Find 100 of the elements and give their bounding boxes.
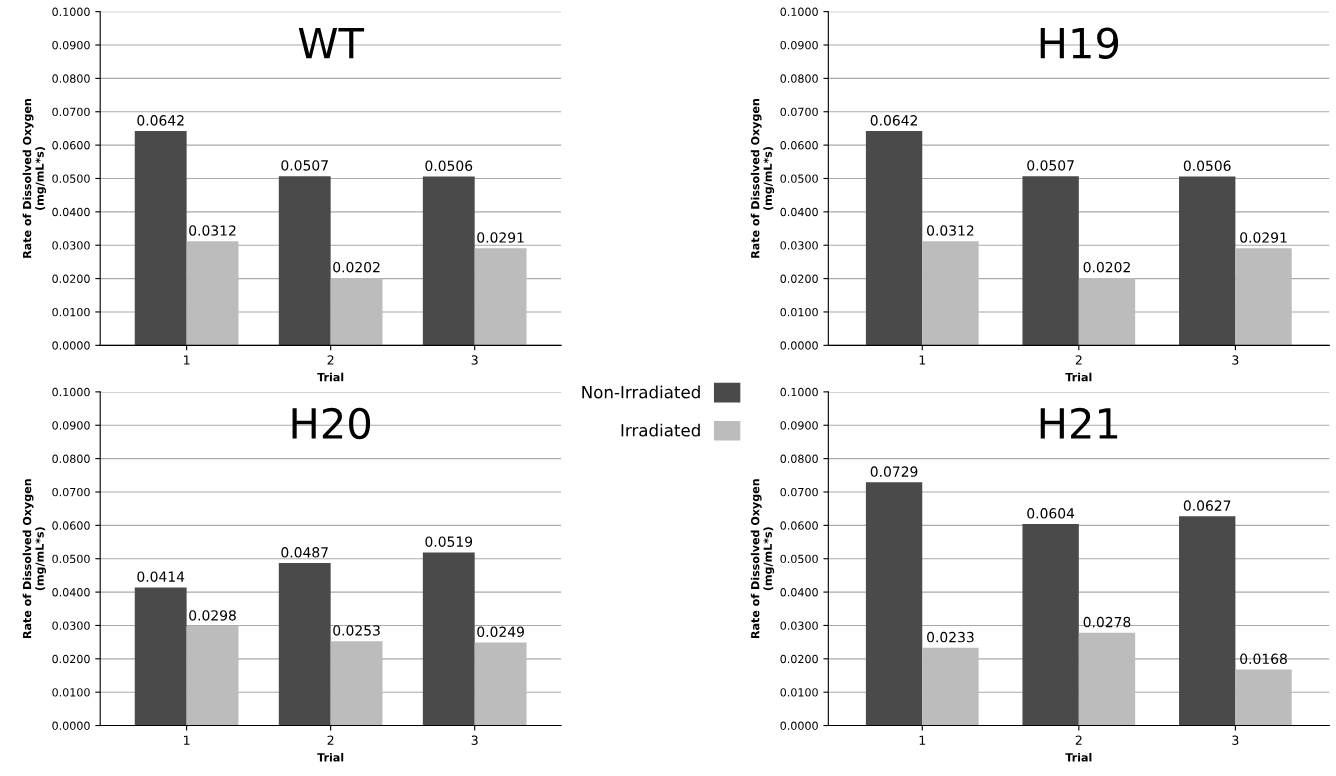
bar	[1078, 277, 1136, 346]
y-tick-label: 0.1000	[52, 387, 90, 397]
y-tick-label: 0.0900	[780, 40, 818, 50]
y-tick-label: 0.0700	[52, 487, 90, 497]
bar	[278, 563, 331, 726]
data-label: 0.0168	[1240, 653, 1287, 665]
y-tick-label: 0.0500	[52, 174, 90, 183]
bar	[422, 552, 475, 726]
y-tick-label: 0.0000	[780, 721, 818, 730]
y-tick-label: 0.0500	[780, 174, 818, 183]
bar	[1235, 248, 1292, 346]
x-axis-title: Trial	[317, 372, 344, 382]
data-label: 0.0202	[1083, 261, 1130, 273]
chart-title: H19	[1040, 27, 1119, 59]
x-tick-label: 3	[1232, 355, 1239, 365]
bar	[1022, 524, 1079, 726]
data-label: 0.0414	[137, 571, 185, 582]
y-tick-label: 0.0600	[52, 521, 90, 530]
y-tick-label: 0.0100	[780, 307, 818, 317]
data-label: 0.0507	[281, 160, 328, 171]
data-label: 0.0506	[425, 160, 473, 172]
y-tick-label: 0.0300	[52, 621, 90, 630]
data-label: 0.0642	[137, 115, 184, 126]
x-tick-label: 3	[1232, 735, 1239, 745]
y-axis-title: Rate of Dissolved Oxygen (mg/mL*s)	[750, 479, 775, 639]
bar	[1078, 632, 1136, 726]
data-label: 0.0291	[477, 232, 524, 243]
data-label: 0.0249	[477, 626, 524, 637]
legend-label: Non-Irradiated	[582, 385, 700, 399]
y-tick-label: 0.0400	[780, 207, 818, 217]
y-tick-label: 0.0800	[52, 74, 90, 83]
y-tick-label: 0.0000	[780, 341, 818, 350]
y-tick-label: 0.1000	[780, 7, 818, 17]
y-tick-label: 0.0200	[780, 274, 818, 283]
bar	[134, 131, 187, 346]
x-axis-title: Trial	[317, 752, 344, 762]
bar	[330, 277, 383, 346]
x-tick-label: 2	[1075, 355, 1082, 365]
chart-title: H21	[1040, 407, 1118, 439]
data-label: 0.0506	[1183, 160, 1231, 172]
y-tick-label: 0.0400	[52, 588, 90, 597]
y-axis-title: Rate of Dissolved Oxygen (mg/mL*s)	[22, 479, 47, 639]
y-tick-label: 0.0200	[780, 654, 818, 664]
y-tick-label: 0.0300	[780, 241, 818, 250]
legend-label: Irradiated	[621, 423, 700, 437]
y-tick-label: 0.0900	[52, 421, 90, 430]
bar	[278, 176, 331, 346]
data-label: 0.0642	[870, 115, 917, 126]
y-tick-label: 0.1000	[52, 7, 90, 17]
bar	[474, 642, 527, 726]
bar	[1022, 176, 1079, 346]
y-tick-label: 0.0200	[52, 654, 90, 664]
y-tick-label: 0.0800	[780, 74, 818, 83]
data-label: 0.0233	[927, 631, 974, 643]
y-tick-label: 0.0300	[52, 241, 90, 250]
bar	[422, 176, 475, 346]
x-axis-title: Trial	[1065, 752, 1092, 762]
data-label: 0.0604	[1027, 508, 1075, 519]
chart-title: WT	[298, 27, 365, 59]
chart-title: H20	[292, 407, 371, 440]
y-tick-label: 0.0400	[52, 207, 90, 217]
y-tick-label: 0.0700	[52, 107, 90, 117]
x-tick-label: 1	[184, 355, 190, 365]
x-tick-label: 3	[471, 355, 478, 365]
bar	[865, 482, 923, 726]
data-label: 0.0298	[189, 610, 236, 621]
y-tick-label: 0.0900	[52, 40, 90, 50]
y-tick-label: 0.0100	[52, 688, 90, 697]
bar	[186, 626, 239, 726]
data-label: 0.0278	[1083, 616, 1131, 628]
x-tick-label: 3	[471, 735, 478, 745]
bar	[922, 241, 979, 346]
data-label: 0.0291	[1240, 232, 1287, 243]
y-tick-label: 0.0400	[780, 588, 818, 597]
y-axis-title: Rate of Dissolved Oxygen (mg/mL*s)	[22, 99, 47, 258]
y-tick-label: 0.0100	[780, 688, 818, 697]
x-tick-label: 2	[327, 735, 334, 745]
x-tick-label: 2	[327, 355, 334, 365]
x-tick-label: 1	[919, 355, 926, 365]
x-tick-label: 1	[919, 735, 926, 745]
y-tick-label: 0.0800	[52, 454, 90, 463]
y-tick-label: 0.0500	[780, 554, 818, 564]
data-label: 0.0507	[1027, 160, 1074, 171]
y-tick-label: 0.0000	[52, 341, 90, 350]
bar	[186, 241, 239, 346]
data-label: 0.0627	[1183, 500, 1231, 511]
bar	[1179, 516, 1236, 726]
data-label: 0.0312	[189, 225, 236, 236]
y-tick-label: 0.0500	[52, 554, 90, 564]
data-label: 0.0312	[927, 225, 974, 236]
bar	[134, 587, 187, 726]
data-label: 0.0253	[333, 625, 380, 636]
x-tick-label: 2	[1075, 735, 1082, 745]
bar	[330, 641, 383, 726]
y-tick-label: 0.0000	[52, 721, 90, 730]
y-tick-label: 0.0200	[52, 274, 90, 283]
bar	[474, 248, 527, 346]
y-tick-label: 0.1000	[780, 387, 818, 397]
y-tick-label: 0.0700	[780, 107, 818, 117]
data-label: 0.0202	[333, 261, 380, 273]
